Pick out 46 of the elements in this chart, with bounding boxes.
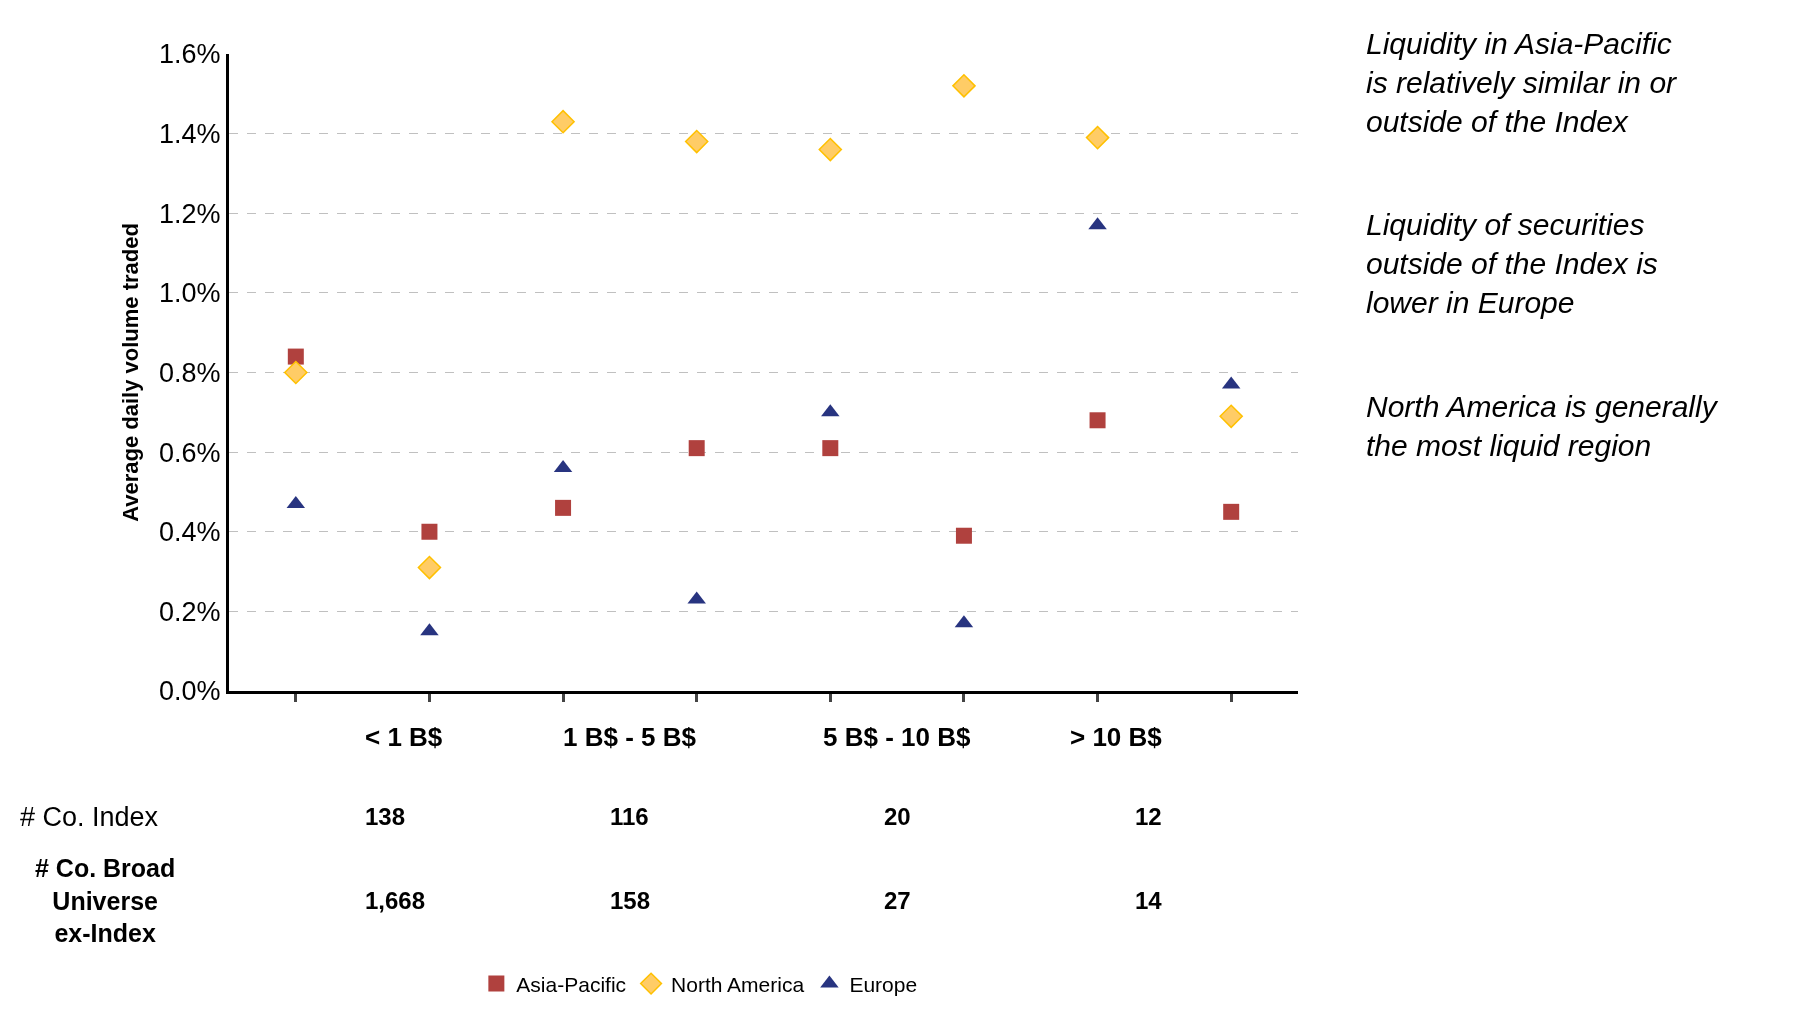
y-tick-label: 1.0% — [159, 278, 221, 309]
legend-label: Asia-Pacific — [516, 972, 627, 996]
text: < 1 B$ — [365, 722, 443, 752]
point — [684, 129, 709, 154]
text: 20 — [884, 803, 911, 830]
text: 1,668 — [365, 887, 426, 914]
text: 1 B$ - 5 B$ — [563, 722, 697, 752]
text: 14 — [1135, 887, 1163, 914]
point — [555, 499, 572, 516]
text: 12 — [1135, 803, 1162, 830]
text: 158 — [610, 887, 651, 914]
legend-label: Europe — [849, 972, 918, 996]
text: 5 B$ - 10 B$ — [823, 722, 971, 752]
point — [284, 360, 308, 385]
point — [822, 440, 839, 457]
text: Liquidity in Asia-Pacific is relatively similar in or outside of the Index — [1366, 27, 1678, 138]
point — [688, 440, 705, 457]
y-tick-label: 0.8% — [159, 357, 221, 388]
point — [1085, 125, 1110, 150]
text: 27 — [884, 887, 911, 914]
text: North America is generally the most liquid region — [1366, 390, 1719, 462]
text: Liquidity of securities outside of the Index is lower in Europe — [1366, 208, 1658, 319]
y-tick-label: 0.4% — [159, 517, 221, 548]
y-tick-label: 0.0% — [159, 676, 221, 707]
point — [1223, 503, 1240, 520]
point — [1089, 412, 1106, 429]
point — [952, 74, 976, 98]
point — [287, 348, 304, 365]
y-tick-label: 1.4% — [159, 119, 221, 150]
text: # Co. Index — [20, 802, 159, 832]
legend-label: North America — [671, 972, 805, 996]
text: 138 — [365, 803, 406, 830]
y-tick-label: 1.2% — [159, 198, 221, 229]
point — [1219, 404, 1243, 429]
y-axis-title: Average daily volume traded — [117, 223, 143, 522]
point — [551, 109, 575, 134]
text: 116 — [610, 803, 649, 830]
y-tick-label: 0.2% — [159, 596, 221, 627]
point — [955, 527, 972, 544]
point — [818, 137, 843, 162]
y-tick-label: 1.6% — [159, 39, 221, 70]
point — [417, 555, 442, 580]
text: # Co. Broad Universe ex-Index — [35, 854, 176, 947]
point — [421, 523, 438, 540]
text: > 10 B$ — [1070, 722, 1163, 752]
y-tick-label: 0.6% — [159, 437, 221, 468]
